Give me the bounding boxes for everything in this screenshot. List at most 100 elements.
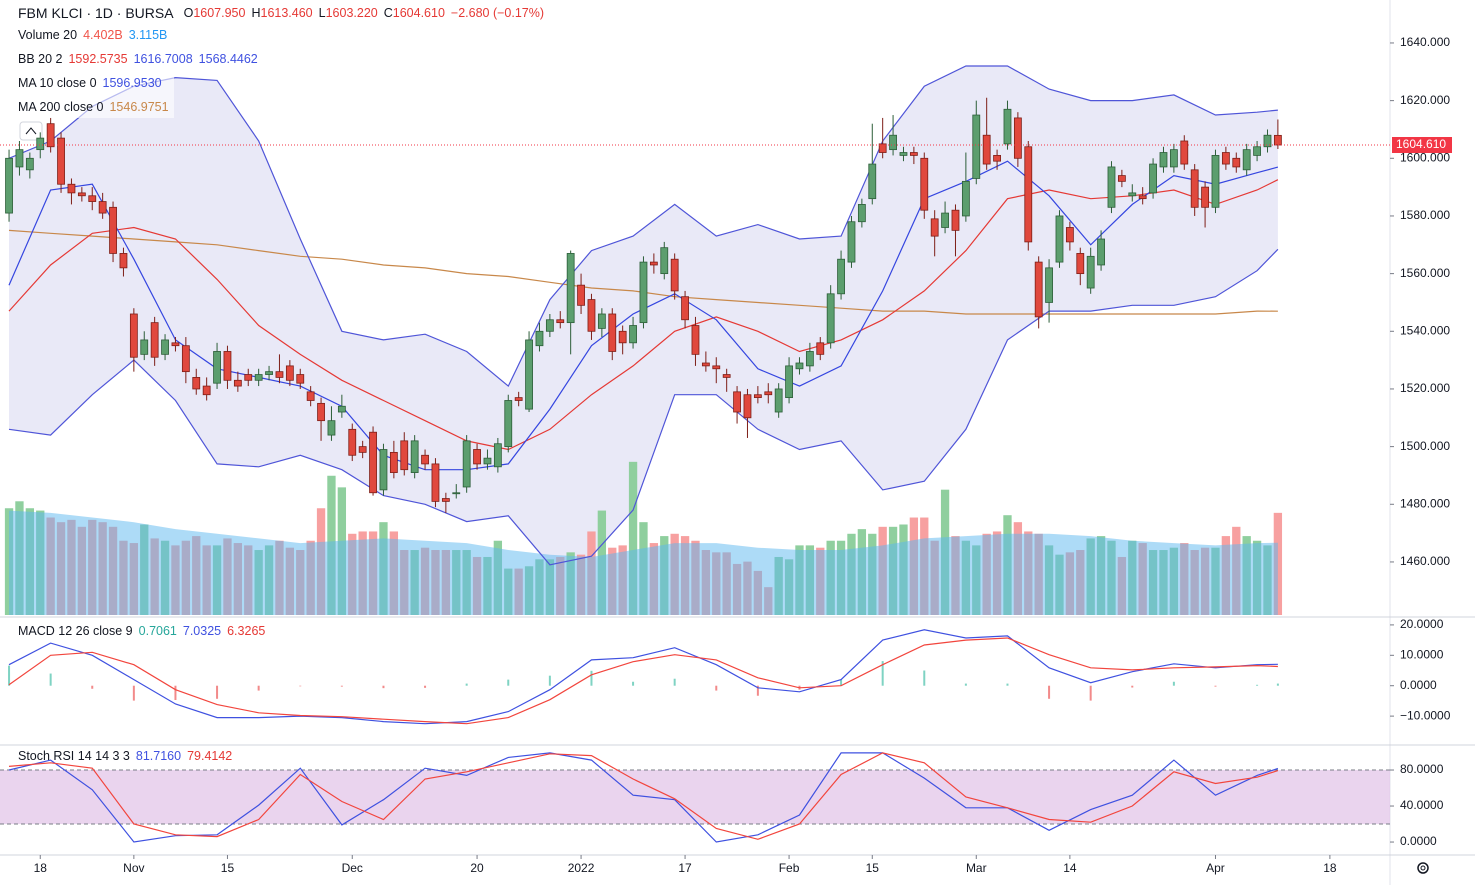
candle-body: [993, 155, 1001, 162]
legend-value: 1546.9751: [109, 100, 168, 114]
candle-body: [462, 440, 471, 488]
y-tick-label: 1520.000: [1400, 381, 1450, 395]
stoch-band: [0, 770, 1390, 825]
candle-body: [920, 157, 929, 211]
y-tick-label: 10.0000: [1400, 647, 1444, 661]
macd-histogram-bar: [340, 685, 343, 687]
candle-body: [473, 449, 481, 465]
volume-bar: [628, 461, 638, 615]
legend-value: 1568.4462: [199, 52, 258, 66]
quote-header: FBM KLCI · 1D · BURSA O1607.950 H1613.460 L…: [18, 5, 544, 21]
macd-histogram-bar: [257, 685, 260, 691]
candle-body: [774, 388, 783, 413]
legend-value: 6.3265: [227, 624, 265, 638]
x-tick-label: 14: [1063, 861, 1077, 875]
candle-body: [358, 446, 367, 453]
candle-body: [618, 330, 627, 344]
last-price-label: 1604.610: [1396, 137, 1446, 151]
legend-label: Stoch RSI 14 14 3 3: [18, 749, 130, 763]
legend-value: 79.4142: [187, 749, 232, 763]
macd-histogram-bar: [881, 661, 884, 686]
candle-body: [129, 313, 138, 358]
candle-body: [254, 374, 263, 381]
candle-body: [961, 180, 970, 217]
quote-key: O: [184, 6, 194, 20]
candle-body: [909, 152, 918, 156]
macd-histogram-bar: [840, 679, 843, 686]
legend-value: 3.115B: [129, 28, 168, 42]
volume-ma-area: [9, 510, 1278, 615]
candle-body: [826, 293, 835, 344]
collapse-button[interactable]: [19, 121, 43, 141]
macd-histogram-bar: [1276, 683, 1279, 686]
quote-key: C: [384, 6, 393, 20]
macd-histogram-bar: [964, 683, 967, 686]
bb-lower-line: [8, 248, 1279, 566]
candle-body: [452, 492, 461, 495]
candle-body: [1273, 134, 1282, 146]
x-tick-label: 18: [1323, 861, 1337, 875]
candle-body: [1045, 267, 1053, 303]
candle-body: [514, 397, 523, 401]
collapse-arrow[interactable]: [25, 127, 37, 135]
candle-body: [649, 261, 658, 266]
candle-body: [805, 351, 814, 367]
candle-body: [545, 319, 554, 332]
y-tick-label: 1640.000: [1400, 35, 1450, 49]
quote-key: H: [251, 6, 260, 20]
candle-body: [1159, 152, 1168, 168]
settings-icon[interactable]: [1417, 862, 1429, 874]
y-tick-label: 1620.000: [1400, 93, 1450, 107]
candle-body: [535, 330, 544, 347]
stoch-line: [8, 752, 1279, 843]
candle-body: [275, 371, 284, 378]
candle-body: [764, 391, 773, 396]
legend-label: MA 200 close 0: [18, 100, 104, 114]
legend: Stoch RSI 14 14 3 3 81.7160 79.4142: [18, 749, 232, 763]
candle-body: [98, 201, 107, 214]
candle-body: [691, 325, 700, 355]
x-tick-label: 20: [470, 861, 484, 875]
bb-basis-line: [8, 179, 1279, 451]
x-tick-label: Dec: [342, 861, 363, 875]
candle-body: [795, 362, 804, 370]
macd-histogram-bar: [91, 685, 94, 689]
candle-body: [556, 319, 565, 324]
macd-line: [8, 629, 1278, 725]
candle-body: [223, 351, 232, 381]
candle-body: [202, 385, 211, 396]
candle-body: [1190, 169, 1199, 208]
candle-body: [1180, 140, 1189, 165]
candle-body: [701, 362, 710, 367]
candle-body: [36, 137, 45, 151]
candle-body: [1117, 175, 1126, 182]
gear[interactable]: [1417, 862, 1429, 874]
x-tick-label: 15: [221, 861, 235, 875]
candle-body: [816, 342, 825, 355]
legend: BB 20 2 1592.5735 1616.7008 1568.4462: [18, 52, 258, 66]
candle-body: [1169, 149, 1178, 168]
legend-value: 0.7061: [139, 624, 177, 638]
candle-body: [639, 261, 648, 324]
candle-body: [1086, 255, 1095, 289]
candle-body: [483, 457, 492, 465]
macd-histogram-bar: [1172, 681, 1175, 686]
candle-body: [337, 405, 346, 413]
collapse-box[interactable]: [19, 121, 43, 141]
y-tick-label: 20.0000: [1400, 617, 1444, 631]
candle-body: [265, 371, 273, 375]
candle-body: [608, 313, 617, 352]
candle-body: [1149, 163, 1157, 194]
candle-body: [868, 163, 877, 200]
macd-histogram-bar: [132, 685, 135, 701]
gear-hub[interactable]: [1420, 865, 1426, 871]
candle-body: [1211, 155, 1220, 208]
x-tick-label: Mar: [966, 861, 987, 875]
candle-body: [785, 365, 793, 399]
quote-key: L: [319, 6, 326, 20]
legend-label: BB 20 2: [18, 52, 63, 66]
x-tick-label: Feb: [779, 861, 800, 875]
macd-histogram-bar: [8, 665, 11, 686]
candle-body: [837, 258, 845, 295]
